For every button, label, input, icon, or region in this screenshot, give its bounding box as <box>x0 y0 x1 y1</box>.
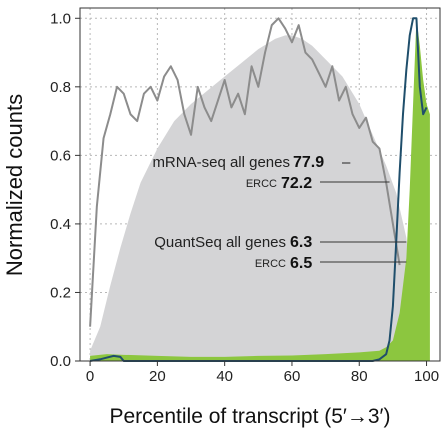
annotation-value-2: 6.3 <box>290 234 312 251</box>
y-axis-label: Normalized counts <box>2 94 27 276</box>
x-tick-label-2: 40 <box>216 368 233 385</box>
series-area-0 <box>90 35 427 361</box>
annotation-value-1: 72.2 <box>281 175 312 192</box>
annotation-label-0: mRNA-seq all genes <box>152 154 290 171</box>
plot-frame <box>79 7 441 362</box>
annotation-value-3: 6.5 <box>290 255 312 272</box>
annotation-label-1: ERCC <box>246 178 277 190</box>
x-tick-label-3: 60 <box>284 368 301 385</box>
x-tick-label-0: 0 <box>86 368 94 385</box>
ticks: 0 20 40 60 80 100 0.0 0.2 0.4 0.6 0.8 1.0 <box>50 10 439 385</box>
series-line-1 <box>89 17 401 327</box>
x-tick-label-1: 20 <box>149 368 166 385</box>
x-axis-label: Percentile of transcript (5′→3′) <box>110 405 391 428</box>
annotation-marker-0: – <box>342 154 351 171</box>
x-tick-label-4: 80 <box>351 368 368 385</box>
y-tick-label-2: 0.4 <box>50 216 71 233</box>
y-tick-label-1: 0.2 <box>50 284 71 301</box>
x-tick-label-5: 100 <box>414 368 439 385</box>
annotation-label-2: QuantSeq all genes <box>154 234 286 251</box>
annotation-value-0: 77.9 <box>293 154 324 171</box>
y-tick-label-3: 0.6 <box>50 147 71 164</box>
annotations: mRNA-seq all genes 77.9 – ERCC 72.2 QuantSeq … <box>152 154 407 272</box>
y-tick-label-0: 0.0 <box>50 353 71 370</box>
annotation-label-3: ERCC <box>255 258 286 270</box>
y-tick-label-4: 0.8 <box>50 79 71 96</box>
y-tick-label-5: 1.0 <box>50 10 71 27</box>
